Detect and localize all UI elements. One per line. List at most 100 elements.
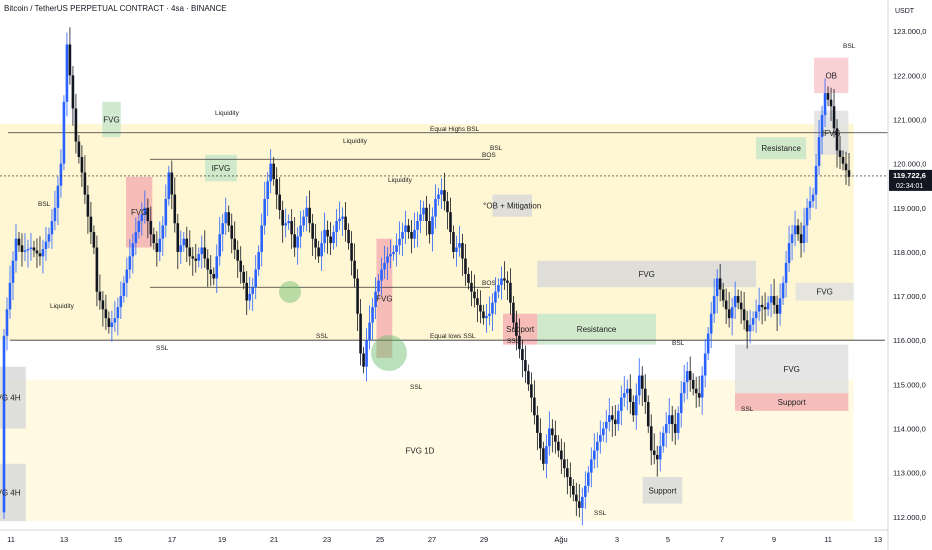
candle-body [832,106,836,129]
candle-body [844,163,848,171]
candle-body [545,446,548,464]
annotation-box-label: IFVG [212,164,231,173]
x-tick-label: 3 [615,535,619,544]
candle-body [239,260,243,272]
candle-body [727,309,731,319]
candle-body [203,247,207,259]
price-axis[interactable] [888,0,932,550]
candle-body [796,225,800,235]
candle-body [59,163,63,186]
candle-body [212,274,216,279]
candle-body [491,302,494,314]
candle-body [598,435,602,442]
candle-body [446,201,449,213]
candle-body [110,322,114,327]
candle-body [742,309,746,321]
candle-body [119,296,123,308]
candle-body [640,375,644,389]
candle-body [83,172,87,195]
annotation-label: BSL [672,340,685,347]
candle-body [317,247,320,257]
candle-body [332,232,335,244]
candle-body [338,218,341,222]
candle-body [823,93,827,116]
candle-body [527,371,530,385]
candle-body [739,302,743,310]
candle-body [8,282,12,310]
candle-body [587,472,590,486]
candle-body [814,165,818,195]
candle-body [679,393,683,414]
candle-body [667,415,671,425]
candle-body [242,271,246,283]
candle-body [706,333,710,354]
annotation-label: Liquidity [215,110,240,117]
candle-body [419,214,422,222]
candle-body [368,322,371,341]
candle-body [676,413,680,433]
candle-body [772,296,776,305]
candle-body [682,382,686,394]
candle-body [646,402,650,427]
candle-body [230,225,234,239]
candle-body [554,435,557,442]
x-tick-label: 27 [428,535,436,544]
candle-body [53,207,57,222]
candle-body [787,243,791,263]
candle-body [380,269,383,281]
annotation-box [642,477,683,504]
y-tick-label: 114.000,0 [893,424,926,433]
candle-body [826,93,830,100]
candle-body [628,388,632,402]
candle-body [386,256,389,263]
x-tick-label: 15 [114,535,122,544]
candle-body [539,432,542,449]
candle-body [479,304,482,312]
candle-body [116,307,120,319]
candle-body [122,282,126,297]
candle-body [757,304,761,312]
candle-body [578,501,581,508]
candle-body [799,234,803,244]
candle-body [365,340,368,367]
annotation-box-label: FVG [638,270,654,279]
candle-body [161,225,165,239]
candle-body [464,258,467,274]
candle-body [200,247,204,255]
candle-body [113,318,117,323]
candle-body [736,296,740,303]
candle-body [697,393,701,398]
candle-body [572,485,575,495]
annotation-box [492,194,532,217]
annotation-box [814,57,849,94]
candle-body [353,260,356,279]
candle-body [344,216,347,230]
candle-body [766,302,770,310]
candle-body [664,424,668,433]
candle-body [266,181,269,199]
candle-body [467,274,470,283]
candle-body [631,402,635,416]
y-tick-label: 115.000,0 [893,380,926,389]
candle-body [107,318,111,327]
candle-body [170,172,174,195]
candle-body [425,207,428,222]
candle-body [143,207,147,215]
candle-body [98,291,102,301]
annotation-box-label: FVG [131,208,147,217]
candle-body [20,245,24,252]
candle-body [434,198,437,217]
annotation-label: SSL [507,338,520,345]
candle-body [515,322,518,336]
candle-body [494,291,497,303]
x-tick-label: 11 [7,535,15,544]
candle-body [356,278,359,314]
candle-body [62,101,66,164]
candle-body [134,232,138,244]
candle-body [485,315,488,319]
candle-body [482,311,485,319]
x-tick-label: 23 [323,535,331,544]
y-tick-label: 119.000,0 [893,204,926,213]
annotation-label: BSL [38,201,51,208]
